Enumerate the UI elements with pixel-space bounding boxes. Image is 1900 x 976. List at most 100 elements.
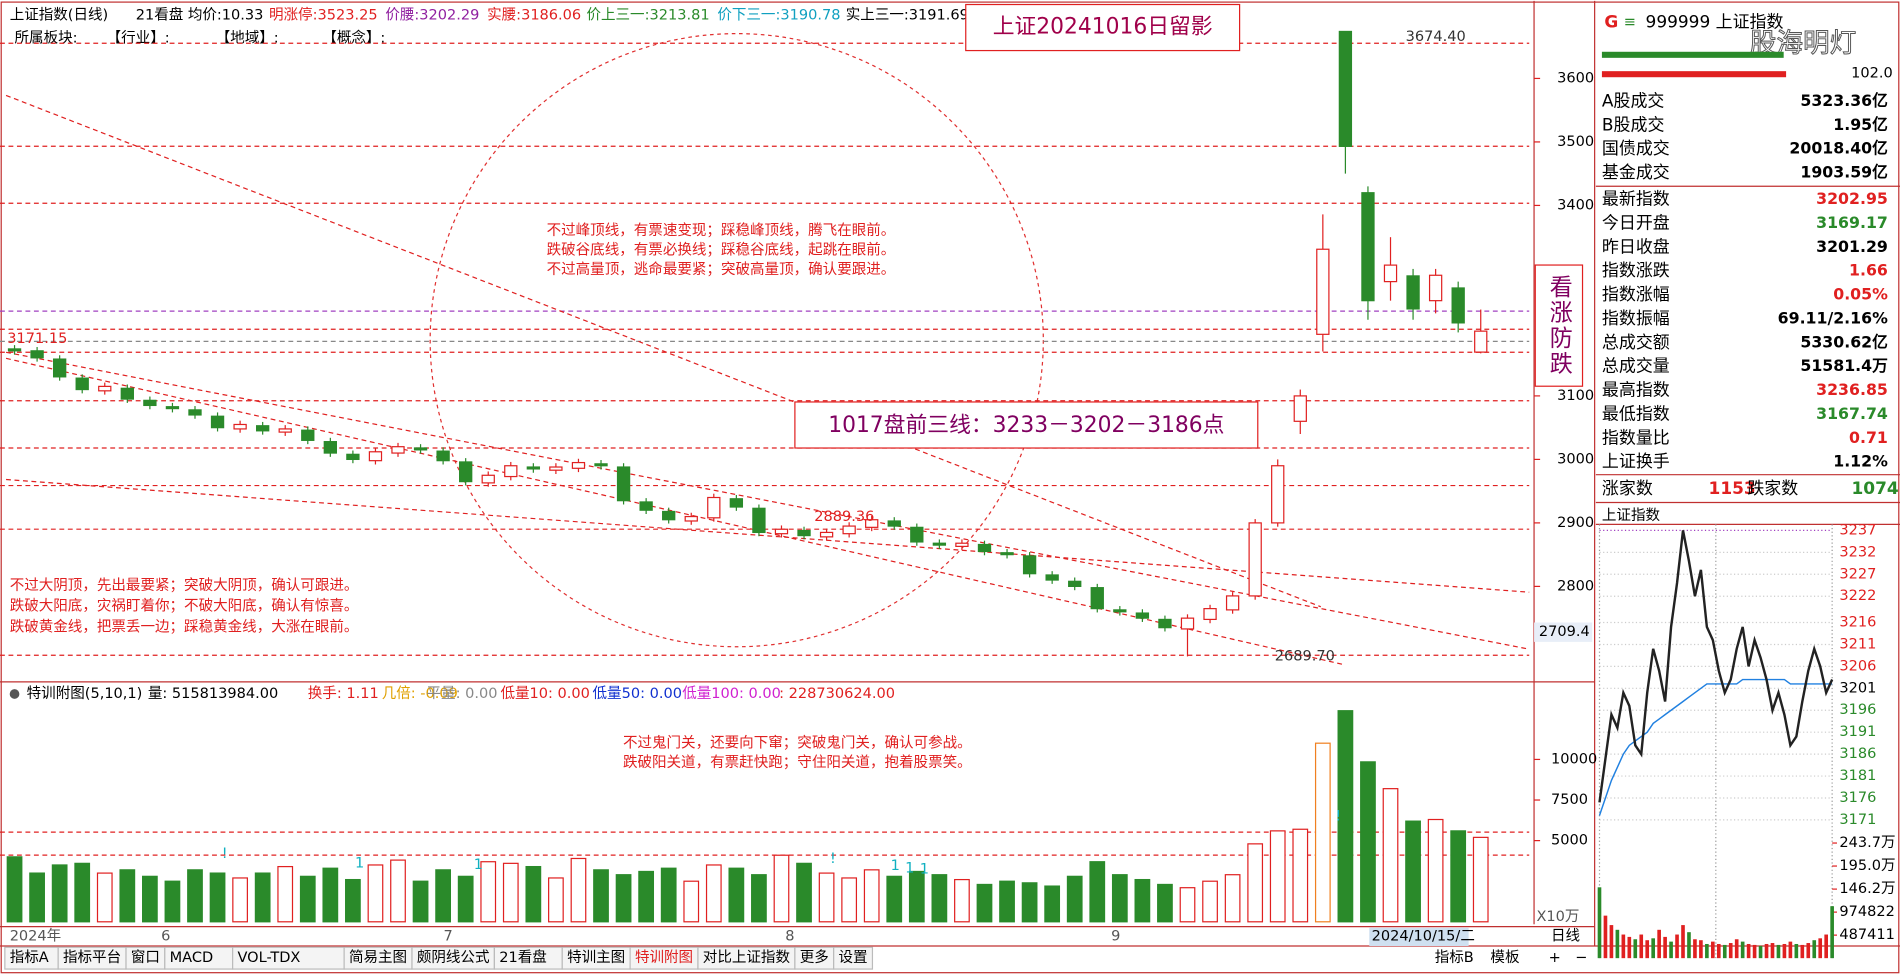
candle-body	[594, 463, 608, 467]
volume-bar	[1450, 830, 1467, 923]
volume-flag: !	[222, 846, 228, 862]
toolbar-tab-label[interactable]: 特训主图	[567, 949, 625, 966]
mini-volume-bar	[1621, 934, 1626, 959]
quote-value: 1.12%	[1833, 452, 1888, 471]
mini-volume-bar	[1705, 943, 1709, 959]
breadth-item: 1074	[1852, 478, 1899, 498]
toolbar-button[interactable]: 指标B	[1435, 949, 1474, 966]
candle-body	[1000, 552, 1014, 556]
toolbar-tab-label[interactable]: 指标A	[10, 949, 49, 966]
toolbar-button[interactable]: 模板	[1490, 948, 1520, 966]
toolbar-tab-label[interactable]: 21看盘	[499, 948, 547, 966]
mini-volume-bar	[1597, 887, 1602, 959]
toolbar-tab-label[interactable]: 更多	[800, 949, 829, 966]
volume-flag: !	[1335, 808, 1341, 824]
volume-bar	[187, 869, 203, 923]
volume-bar	[1089, 861, 1106, 923]
volume-bar	[1111, 874, 1128, 923]
toolbar-button[interactable]: +	[1549, 950, 1561, 966]
volume-bar	[1134, 878, 1151, 923]
candle-body	[1045, 574, 1059, 581]
toolbar-tab-label[interactable]: 对比上证指数	[703, 949, 791, 966]
volume-bar	[502, 862, 519, 923]
price-tag-bg	[1534, 622, 1593, 642]
candle-body	[887, 520, 901, 527]
volume-header: 低量10: 0.00	[500, 685, 589, 702]
toolbar-tab-label[interactable]: VOL-TDX	[238, 950, 301, 966]
header-item: 价下三一:3190.78	[717, 7, 840, 23]
candle-body	[98, 385, 112, 392]
poem-line: 跌破阳关道，有票赶快跑；守住阳关道，抱着股票笑。	[623, 754, 972, 771]
y-tick-label: 10000	[1551, 751, 1597, 767]
volume-bar	[96, 872, 113, 923]
volume-bar	[457, 875, 474, 923]
candle-body	[1271, 465, 1285, 524]
x-tick-label: 7	[443, 928, 452, 944]
volume-header: 量: 515813984.00	[148, 686, 278, 702]
lines-box	[794, 401, 1259, 449]
mini-price-line	[1598, 530, 1834, 803]
volume-bar	[1292, 828, 1309, 923]
mini-volume-bar	[1657, 929, 1661, 959]
volume-bar	[367, 864, 384, 923]
candle-body	[368, 451, 383, 462]
quote-value: 3202.95	[1816, 189, 1888, 208]
quote-label: 最新指数	[1602, 189, 1670, 209]
volume-bar	[1314, 742, 1331, 923]
poem-line: 跌破谷底线，有票必换线；踩稳谷底线，起跳在眼前。	[547, 242, 896, 259]
quote-value: 0.05%	[1833, 285, 1888, 304]
volume-bar	[1472, 836, 1489, 923]
candle-body	[323, 441, 338, 454]
candle-body	[165, 406, 180, 410]
candle-body	[256, 425, 270, 432]
candle-body	[188, 409, 202, 416]
volume-flag: 1	[920, 862, 929, 878]
mini-v-label: 243.7万	[1839, 835, 1895, 851]
volume-bar	[142, 875, 158, 923]
toolbar-tab[interactable]	[833, 946, 874, 970]
volume-bar	[773, 854, 790, 923]
title-box-text: 上证20241016日留影	[993, 15, 1213, 40]
quote-label: 总成交量	[1602, 356, 1670, 376]
volume-header: 低量100: 0.00	[682, 685, 781, 702]
volume-bar	[570, 857, 587, 923]
candle-body	[842, 525, 856, 535]
volume-flag: 1	[474, 857, 483, 873]
candle-body	[865, 519, 879, 528]
mini-volume-bar	[1776, 944, 1781, 959]
quote-label: 基金成交	[1602, 162, 1670, 182]
volume-bar	[119, 869, 136, 923]
candle-body	[1203, 608, 1217, 621]
mini-volume-bar	[1734, 939, 1739, 959]
breadth-item: 跌家数	[1747, 478, 1798, 498]
toolbar-tab-label[interactable]: 颇阴线公式	[417, 949, 490, 966]
volume-bar	[796, 862, 812, 923]
toolbar-tab-label[interactable]: 窗口	[131, 948, 160, 966]
toolbar-tab-label[interactable]: 设置	[839, 949, 868, 966]
volume-bar	[232, 877, 248, 923]
header-item: 价腰:3202.29	[385, 7, 479, 23]
mini-y-label: 3237	[1839, 522, 1876, 538]
toolbar-tab-label[interactable]: 简易主图	[349, 949, 407, 966]
toolbar-tab-label[interactable]: 特训附图	[635, 949, 693, 966]
mini-volume-bar	[1645, 940, 1650, 959]
volume-bar	[435, 869, 451, 923]
volume-bar	[751, 874, 767, 923]
candle-body	[1113, 609, 1127, 613]
volume-bar	[1179, 887, 1196, 923]
volume-header: 低量50: 0.00	[593, 685, 682, 702]
mini-volume-bar	[1740, 941, 1745, 959]
x-tick-label: 2024年	[10, 927, 62, 944]
candle-body	[1316, 248, 1330, 335]
volume-bar	[254, 872, 271, 923]
toolbar-tab-label[interactable]: MACD	[170, 950, 214, 966]
candle-body	[413, 447, 428, 451]
toolbar-tab-label[interactable]: 指标平台	[63, 949, 121, 966]
price-label: 3674.40	[1406, 29, 1466, 45]
mini-y-label: 3216	[1839, 615, 1876, 631]
toolbar-button[interactable]: −	[1575, 950, 1587, 966]
volume-flag: 1	[905, 860, 914, 876]
quote-value: 1.66	[1849, 261, 1888, 280]
bar-value: 102.0	[1851, 66, 1893, 82]
